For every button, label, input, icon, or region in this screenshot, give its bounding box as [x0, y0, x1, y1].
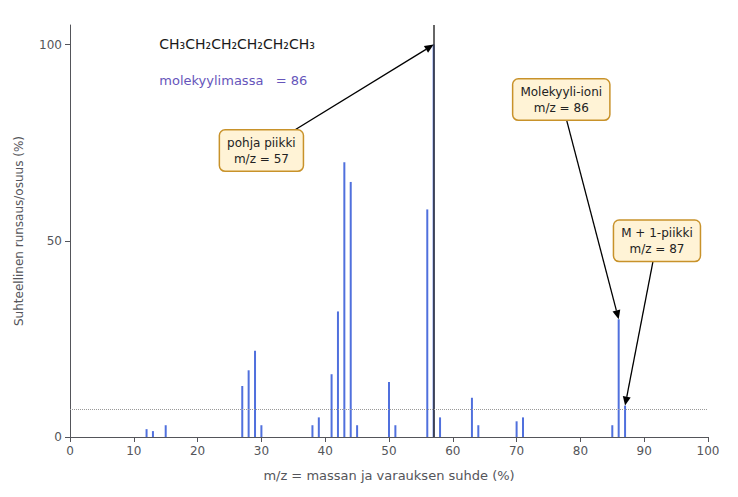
- svg-text:m/z = 57: m/z = 57: [234, 152, 289, 166]
- svg-text:40: 40: [318, 444, 333, 458]
- svg-text:50: 50: [381, 444, 396, 458]
- svg-text:100: 100: [697, 444, 720, 458]
- svg-text:m/z = massan ja varauksen suhd: m/z = massan ja varauksen suhde (%): [263, 468, 514, 483]
- svg-text:Suhteellinen runsaus/osuus (%): Suhteellinen runsaus/osuus (%): [12, 136, 26, 326]
- svg-text:90: 90: [637, 444, 652, 458]
- svg-text:0: 0: [54, 430, 62, 444]
- svg-text:20: 20: [190, 444, 205, 458]
- svg-text:pohja piikki: pohja piikki: [227, 136, 296, 150]
- svg-text:30: 30: [254, 444, 269, 458]
- svg-text:m/z = 86: m/z = 86: [534, 101, 589, 115]
- svg-text:10: 10: [126, 444, 141, 458]
- svg-text:80: 80: [573, 444, 588, 458]
- svg-text:molekyylimassa = 86: molekyylimassa = 86: [159, 73, 307, 88]
- svg-text:M + 1-piikki: M + 1-piikki: [621, 226, 693, 240]
- svg-text:m/z = 87: m/z = 87: [629, 242, 684, 256]
- svg-text:100: 100: [39, 38, 62, 52]
- svg-text:60: 60: [445, 444, 460, 458]
- svg-text:Molekyyli-ioni: Molekyyli-ioni: [520, 85, 602, 99]
- svg-text:50: 50: [47, 234, 62, 248]
- svg-text:70: 70: [509, 444, 524, 458]
- svg-text:CH₃CH₂CH₂CH₂CH₂CH₃: CH₃CH₂CH₂CH₂CH₂CH₃: [159, 36, 315, 52]
- svg-text:0: 0: [66, 444, 74, 458]
